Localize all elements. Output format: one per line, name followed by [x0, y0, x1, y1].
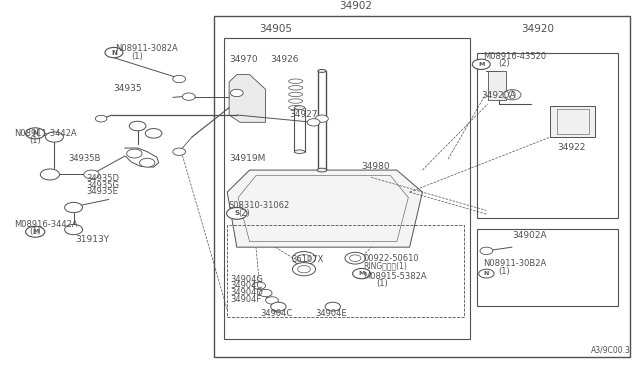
Text: 34905: 34905: [259, 24, 292, 34]
Circle shape: [480, 247, 493, 254]
Text: M08915-5382A: M08915-5382A: [364, 272, 427, 281]
Text: (1): (1): [131, 52, 143, 61]
Text: 34935G: 34935G: [86, 180, 120, 189]
Text: 34927: 34927: [289, 110, 318, 119]
Polygon shape: [227, 170, 422, 247]
Circle shape: [349, 255, 361, 262]
Text: 34926: 34926: [271, 55, 299, 64]
Circle shape: [65, 224, 83, 235]
Circle shape: [65, 202, 83, 213]
Circle shape: [325, 302, 340, 311]
Text: S08310-31062: S08310-31062: [228, 202, 290, 211]
Circle shape: [316, 115, 328, 122]
Text: 34904C: 34904C: [260, 309, 292, 318]
Polygon shape: [229, 75, 266, 122]
Text: 34920: 34920: [521, 24, 554, 34]
Text: M08916-3442A: M08916-3442A: [14, 220, 77, 229]
Text: N08911-30B2A: N08911-30B2A: [483, 259, 547, 269]
Circle shape: [472, 59, 490, 70]
Circle shape: [173, 148, 186, 155]
Text: 34904D: 34904D: [230, 288, 263, 297]
Text: N: N: [484, 271, 489, 276]
Text: 34920A: 34920A: [481, 91, 516, 100]
Text: 34904E: 34904E: [316, 309, 348, 318]
Circle shape: [259, 289, 272, 297]
Bar: [477, 52, 618, 218]
Text: 34904G: 34904G: [230, 275, 263, 284]
Circle shape: [95, 115, 107, 122]
Text: (1): (1): [376, 279, 388, 288]
Ellipse shape: [294, 106, 305, 109]
Circle shape: [479, 269, 494, 278]
Text: M: M: [478, 62, 484, 67]
Bar: [227, 225, 464, 317]
Text: 34935: 34935: [114, 84, 142, 93]
Circle shape: [298, 266, 310, 273]
Circle shape: [45, 132, 63, 142]
Circle shape: [84, 170, 99, 179]
Text: 34980: 34980: [362, 162, 390, 171]
Circle shape: [40, 169, 60, 180]
Text: 31913Y: 31913Y: [76, 235, 109, 244]
Text: 34922: 34922: [557, 143, 585, 152]
Text: 36107X: 36107X: [291, 255, 324, 264]
Circle shape: [292, 251, 316, 265]
Circle shape: [298, 254, 310, 262]
Text: N08911-3442A: N08911-3442A: [14, 129, 77, 138]
Text: 00922-50610: 00922-50610: [364, 254, 419, 263]
Text: 34935D: 34935D: [86, 174, 120, 183]
Text: M: M: [358, 271, 365, 276]
Text: 34970: 34970: [229, 55, 257, 64]
Text: 34935B: 34935B: [68, 154, 101, 163]
Ellipse shape: [317, 168, 327, 172]
Text: (2): (2): [238, 209, 250, 218]
Circle shape: [105, 48, 123, 58]
Circle shape: [26, 128, 45, 139]
Circle shape: [271, 302, 286, 311]
Text: (1): (1): [29, 227, 40, 236]
Ellipse shape: [294, 150, 305, 154]
Circle shape: [173, 76, 186, 83]
Circle shape: [182, 93, 195, 100]
Circle shape: [227, 208, 247, 219]
Text: (1): (1): [498, 267, 509, 276]
Bar: [214, 16, 630, 357]
Circle shape: [345, 252, 365, 264]
Text: N: N: [32, 130, 38, 137]
Text: N: N: [111, 49, 117, 55]
Bar: [550, 106, 595, 137]
Circle shape: [503, 90, 521, 100]
Text: 34904C: 34904C: [230, 282, 262, 291]
Text: 34902: 34902: [339, 1, 372, 12]
Bar: [557, 109, 589, 134]
Text: M08916-43520: M08916-43520: [483, 52, 547, 61]
Ellipse shape: [317, 70, 326, 73]
Circle shape: [140, 158, 155, 167]
Text: (2): (2): [498, 59, 509, 68]
Bar: [488, 71, 506, 100]
Circle shape: [26, 226, 45, 237]
Text: 34935E: 34935E: [86, 187, 118, 196]
Circle shape: [253, 282, 266, 289]
Circle shape: [145, 129, 162, 138]
Text: M: M: [32, 229, 38, 234]
Text: S: S: [234, 211, 239, 217]
Circle shape: [266, 297, 278, 304]
Circle shape: [292, 263, 316, 276]
Bar: [477, 229, 618, 306]
Text: 34919M: 34919M: [229, 154, 266, 163]
Circle shape: [307, 119, 320, 126]
Text: N08911-3082A: N08911-3082A: [115, 44, 178, 52]
Circle shape: [353, 269, 371, 279]
Circle shape: [129, 121, 146, 131]
Text: 34902A: 34902A: [512, 231, 547, 240]
Circle shape: [127, 149, 142, 158]
Text: (1): (1): [29, 136, 40, 145]
Text: A3/9C00.3: A3/9C00.3: [591, 345, 630, 355]
Circle shape: [230, 89, 243, 97]
Text: 34904F: 34904F: [230, 295, 262, 304]
Bar: [224, 38, 470, 339]
Text: RINGリング(1): RINGリング(1): [364, 261, 408, 270]
